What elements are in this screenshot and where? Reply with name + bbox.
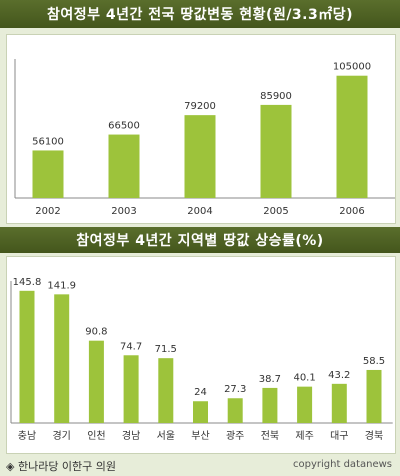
bar <box>193 401 208 423</box>
value-label: 38.7 <box>259 374 281 385</box>
bar <box>297 386 313 423</box>
x-tick-label: 2002 <box>35 206 60 217</box>
chart1-title: 참여정부 4년간 전국 땅값변동 현황(원/3.3㎡당) <box>0 0 400 28</box>
x-tick-label: 전북 <box>261 430 279 442</box>
value-label: 71.5 <box>155 344 177 355</box>
value-label: 43.2 <box>328 370 350 381</box>
x-tick-label: 광주 <box>226 430 244 442</box>
value-label: 85900 <box>260 91 292 102</box>
regional-land-price-chart: 145.8 충남 141.9 경기 90.8 인천 74.7 경남 71.5 서울 24 부산 27.3… <box>10 277 393 442</box>
source-note: ◈ 한나라당 이한구 의원 <box>6 460 117 473</box>
x-tick-label: 대구 <box>330 430 348 442</box>
bar <box>19 290 35 423</box>
value-label: 66500 <box>108 121 140 132</box>
x-tick-label: 2004 <box>187 206 212 217</box>
bar <box>331 383 347 423</box>
x-tick-label: 경남 <box>122 429 140 442</box>
x-tick-label: 경북 <box>365 429 383 442</box>
copyright-note: copyright datanews <box>293 459 392 470</box>
national-land-price-chart: 56100 2002 66500 2003 79200 2004 85900 2005 1050… <box>14 59 395 217</box>
x-tick-label: 제주 <box>295 430 313 442</box>
bar <box>108 134 140 198</box>
bar <box>227 398 243 423</box>
bar <box>54 294 70 423</box>
value-label: 145.8 <box>13 277 42 288</box>
value-label: 58.5 <box>363 356 385 367</box>
x-tick-label: 경기 <box>52 429 70 442</box>
bar <box>88 340 104 423</box>
value-label: 141.9 <box>47 280 76 291</box>
x-tick-label: 2005 <box>263 206 288 217</box>
x-tick-label: 서울 <box>157 430 175 442</box>
bar <box>366 369 382 423</box>
bar <box>123 355 139 423</box>
footer: ◈ 한나라당 이한구 의원 copyright datanews <box>0 454 400 476</box>
bar <box>158 358 174 423</box>
chart1-panel: 56100 2002 66500 2003 79200 2004 85900 2005 1050… <box>6 34 396 224</box>
x-tick-label: 충남 <box>18 430 36 442</box>
value-label: 90.8 <box>85 327 107 338</box>
x-tick-label: 2006 <box>339 206 364 217</box>
value-label: 24 <box>194 387 207 398</box>
value-label: 74.7 <box>120 341 142 352</box>
bar <box>260 104 292 198</box>
x-tick-label: 부산 <box>191 430 209 442</box>
value-label: 105000 <box>333 62 371 73</box>
bar <box>32 150 64 198</box>
bar <box>336 75 368 198</box>
value-label: 56100 <box>32 136 64 147</box>
x-tick-label: 2003 <box>111 206 136 217</box>
value-label: 79200 <box>184 101 216 112</box>
bar <box>262 387 278 423</box>
chart2-panel: 145.8 충남 141.9 경기 90.8 인천 74.7 경남 71.5 서울 24 부산 27.3… <box>6 256 396 454</box>
chart2-title: 참여정부 4년간 지역별 땅값 상승률(%) <box>0 227 400 253</box>
value-label: 27.3 <box>224 384 246 395</box>
x-tick-label: 인천 <box>87 430 105 442</box>
bar <box>184 115 216 198</box>
value-label: 40.1 <box>293 373 315 384</box>
